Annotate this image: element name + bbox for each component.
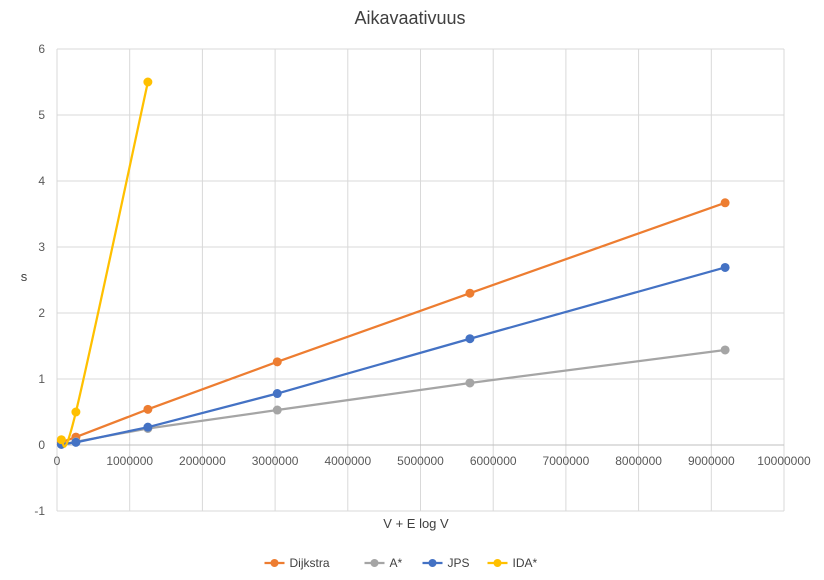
y-tick-label: 0 <box>38 438 45 452</box>
x-tick-label: 1000000 <box>106 454 153 468</box>
axes: -1 0 1 2 3 4 5 6 0 1000000 2000000 3000000 4000000 50… <box>34 42 811 518</box>
y-tick-label: 2 <box>38 306 45 320</box>
y-tick-label: 5 <box>38 108 45 122</box>
x-tick-label: 0 <box>54 454 61 468</box>
data-point <box>720 198 730 208</box>
legend-item: IDA* <box>487 556 538 570</box>
data-point <box>272 357 282 367</box>
y-tick-label: 3 <box>38 240 45 254</box>
y-tick-label: 1 <box>38 372 45 386</box>
x-axis-title: V + E log V <box>383 516 449 531</box>
data-point <box>272 389 282 399</box>
legend: Dijkstra A* JPS IDA* <box>264 556 538 570</box>
data-point <box>143 422 153 432</box>
x-tick-label: 10000000 <box>757 454 811 468</box>
x-tick-label: 3000000 <box>252 454 299 468</box>
x-tick-label: 8000000 <box>615 454 662 468</box>
data-point <box>143 77 153 87</box>
legend-marker <box>493 559 502 567</box>
data-point <box>143 404 153 414</box>
series-line <box>60 348 727 446</box>
data-point <box>56 435 66 445</box>
data-point <box>720 345 730 355</box>
series-line <box>60 201 727 444</box>
series-line <box>60 266 727 446</box>
y-tick-label: -1 <box>34 504 45 518</box>
series-line <box>60 80 149 448</box>
x-tick-label: 6000000 <box>470 454 517 468</box>
legend-label: Dijkstra <box>290 556 330 570</box>
legend-label: A* <box>390 556 403 570</box>
series-dijkstra <box>56 198 730 447</box>
data-point <box>71 407 81 417</box>
gridlines <box>56 48 785 512</box>
series-layer <box>56 77 730 449</box>
x-tick-label: 9000000 <box>688 454 735 468</box>
x-tick-label: 5000000 <box>397 454 444 468</box>
series-jps <box>56 262 730 449</box>
x-tick-label: 7000000 <box>543 454 590 468</box>
series-ida <box>56 77 153 448</box>
legend-label: JPS <box>448 556 470 570</box>
y-axis-title: s <box>21 269 28 284</box>
data-point <box>465 334 475 344</box>
legend-item: JPS <box>422 556 470 570</box>
chart-title: Aikavaativuus <box>354 8 465 28</box>
legend-item: Dijkstra <box>264 556 330 570</box>
data-point <box>720 262 730 272</box>
legend-item: A* <box>364 556 403 570</box>
x-tick-label: 2000000 <box>179 454 226 468</box>
legend-marker <box>428 559 437 567</box>
data-point <box>272 405 282 415</box>
x-tick-label: 4000000 <box>324 454 371 468</box>
legend-marker <box>270 559 279 567</box>
y-tick-label: 4 <box>38 174 45 188</box>
data-point <box>465 378 475 388</box>
legend-marker <box>370 559 379 567</box>
data-point <box>465 288 475 298</box>
y-tick-label: 6 <box>38 42 45 56</box>
data-point <box>71 437 81 447</box>
legend-label: IDA* <box>513 556 538 570</box>
